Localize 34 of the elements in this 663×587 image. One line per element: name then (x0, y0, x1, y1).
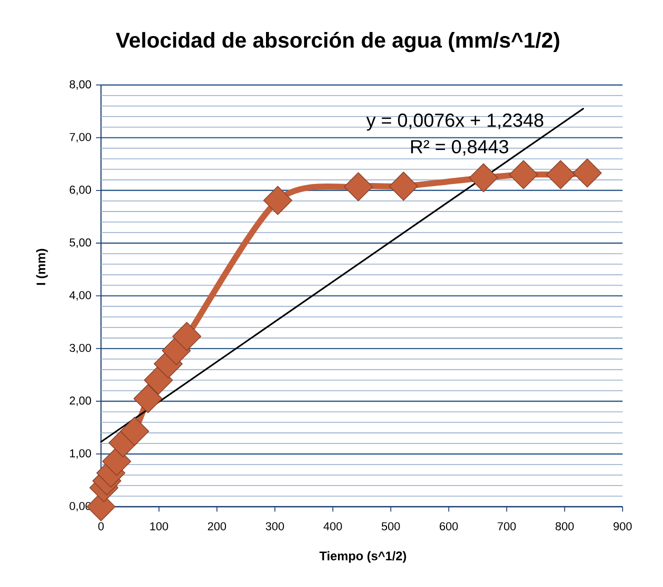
chart-title: Velocidad de absorción de agua (mm/s^1/2) (116, 32, 560, 52)
x-tick-label: 700 (498, 522, 516, 530)
point (144, 366, 173, 395)
point (389, 172, 418, 201)
y-tick-label: 8,00 (70, 80, 92, 90)
y-tick-label: 2,00 (70, 396, 92, 406)
x-tick-label: 100 (150, 522, 168, 530)
x-tick-label: 500 (382, 522, 400, 530)
x-tick-label: 300 (266, 522, 284, 530)
y-tick-label: 4,00 (69, 291, 92, 301)
x-tick-label: 800 (556, 522, 574, 530)
x-tick-label: 200 (208, 522, 226, 530)
point (546, 160, 576, 190)
x-axis-title: Tiempo (s^1/2) (319, 551, 406, 563)
annotation: y = 0,0076x + 1,2348 (366, 114, 544, 131)
x-tick-label: 900 (614, 522, 632, 530)
y-tick-label: 3,00 (70, 344, 92, 354)
point (572, 158, 602, 188)
y-tick-label: 5,00 (70, 238, 92, 248)
point (509, 160, 538, 190)
point (263, 186, 292, 215)
point (133, 384, 162, 414)
point (120, 416, 150, 446)
annotation: R² = 0,8443 (411, 140, 508, 156)
y-axis-title: I (mm) (36, 248, 48, 285)
x-tick-label: 0 (98, 522, 104, 530)
y-tick-label: 7,00 (70, 132, 92, 142)
point (172, 322, 202, 351)
y-tick-label: 1,00 (70, 449, 92, 459)
x-tick-label: 400 (324, 522, 342, 530)
x-tick-label: 600 (440, 522, 458, 530)
point (344, 172, 373, 202)
y-tick-label: 6,00 (70, 186, 92, 196)
point (469, 163, 498, 192)
